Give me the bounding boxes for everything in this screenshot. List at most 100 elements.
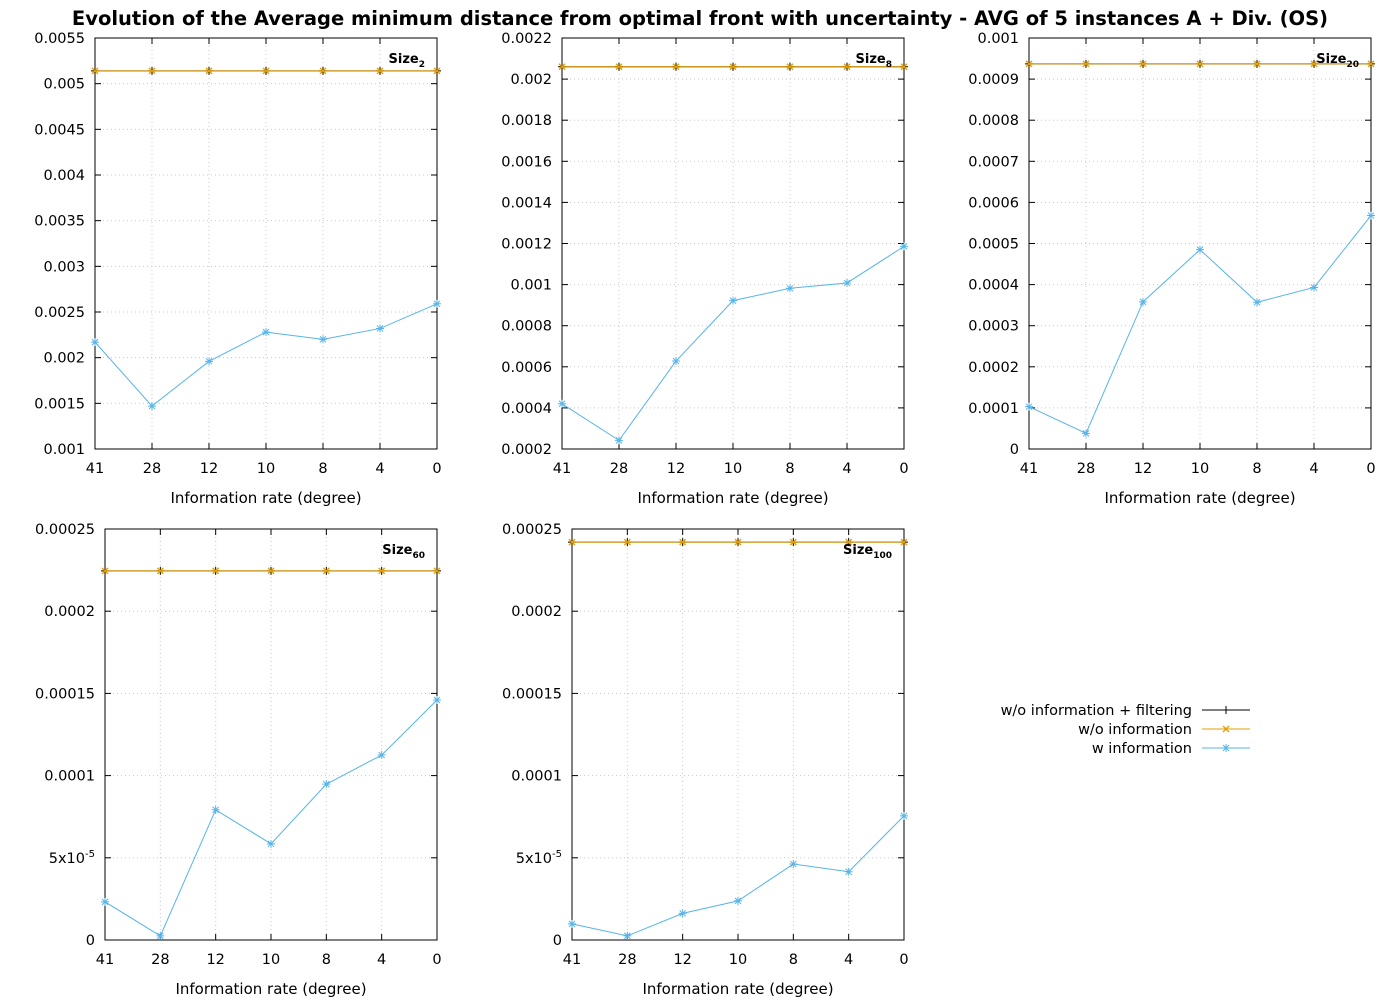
y-tick-label: 0.003 (43, 259, 85, 275)
data-point-wo-info (900, 538, 908, 546)
data-point-wo-info (378, 567, 386, 575)
plot-panel: 0 0.0001 0.0002 0.0003 0.0004 0.0005 0.0006 0.0… (968, 31, 1375, 507)
x-axis-label: Information rate (degree) (637, 489, 828, 507)
data-point-wo-info (91, 67, 99, 75)
y-tick-label: 0.0001 (511, 769, 562, 785)
y-tick-label: 0.0002 (44, 604, 95, 620)
y-tick-label: 0.001 (43, 442, 85, 458)
y-tick-label: 5x10-5 (516, 849, 562, 867)
x-tick-label: 12 (200, 461, 218, 477)
y-tick-label: 0.0006 (968, 195, 1019, 211)
y-tick-label: 5x10-5 (49, 849, 95, 867)
y-tick-label: 0.001 (510, 278, 552, 294)
x-tick-label: 4 (842, 461, 851, 477)
data-point-w-info (729, 296, 737, 305)
y-tick-label: 0.0002 (501, 442, 552, 458)
data-point-wo-info (212, 567, 220, 575)
x-axis-label: Information rate (degree) (642, 980, 833, 998)
legend: w/o information + filtering w/o informati… (1001, 703, 1250, 757)
y-tick-label: 0.0008 (501, 319, 552, 335)
data-point-wo-info (1025, 60, 1033, 68)
x-tick-label: 28 (618, 952, 636, 968)
data-point-w-info (322, 780, 331, 789)
x-tick-label: 8 (785, 461, 794, 477)
data-point-wo-info (156, 567, 164, 575)
legend-label-wo-info: w/o information (1078, 722, 1192, 738)
data-point-wo-info (1139, 60, 1147, 68)
data-point-wo-info (845, 538, 853, 546)
data-point-w-info (558, 399, 566, 408)
data-point-wo-info (615, 63, 623, 71)
data-point-w-info (1082, 429, 1090, 438)
x-tick-label: 8 (789, 952, 798, 968)
y-tick-label: 0.0004 (968, 278, 1019, 294)
data-point-wo-info (148, 67, 156, 75)
x-tick-label: 0 (899, 952, 908, 968)
data-point-w-info (1310, 283, 1318, 292)
y-tick-label: 0.00015 (35, 686, 95, 702)
y-tick-label: 0.0009 (968, 72, 1019, 88)
x-tick-label: 4 (1309, 461, 1318, 477)
x-tick-label: 12 (667, 461, 685, 477)
plot-frame (104, 528, 438, 941)
data-point-w-info (101, 897, 109, 906)
panel-size-label: Size100 (843, 543, 892, 561)
y-tick-label: 0.0022 (501, 31, 552, 47)
x-tick-label: 0 (432, 952, 441, 968)
plot-frame (561, 37, 905, 450)
data-point-wo-info (789, 538, 797, 546)
data-point-w-info (91, 338, 99, 347)
data-point-wo-info (558, 63, 566, 71)
y-tick-label: 0.0015 (34, 396, 85, 412)
data-point-wo-info (843, 63, 851, 71)
data-point-w-info (900, 811, 908, 820)
data-point-wo-info (433, 67, 441, 75)
x-tick-label: 10 (724, 461, 742, 477)
x-tick-label: 41 (96, 952, 114, 968)
data-point-wo-info (900, 63, 908, 71)
data-point-wo-info (679, 538, 687, 546)
x-tick-label: 10 (262, 952, 280, 968)
y-tick-label: 0.0004 (501, 401, 552, 417)
y-tick-label: 0.001 (977, 31, 1019, 47)
series-line-w-info (561, 245, 905, 442)
x-tick-label: 0 (432, 461, 441, 477)
data-point-w-info (156, 931, 165, 940)
x-tick-label: 28 (610, 461, 628, 477)
data-point-w-info (433, 299, 441, 308)
data-point-w-info (319, 335, 327, 344)
plot-panel: 0.001 0.0015 0.002 0.0025 0.003 0.0035 0.004 0.… (34, 31, 441, 507)
data-point-wo-info (1082, 60, 1090, 68)
y-tick-label: 0.002 (43, 351, 85, 367)
panel-size-label: Size60 (382, 543, 425, 561)
y-tick-label: 0.0005 (968, 237, 1019, 253)
data-point-w-info (734, 896, 742, 905)
data-point-w-info (678, 909, 687, 918)
data-point-w-info (205, 357, 213, 366)
x-axis-label: Information rate (degree) (170, 489, 361, 507)
y-tick-label: 0.0007 (968, 154, 1019, 170)
data-point-w-info (843, 278, 851, 287)
panel-size-label: Size2 (389, 52, 425, 70)
y-tick-label: 0 (86, 933, 95, 949)
data-point-w-info (568, 919, 576, 928)
y-tick-label: 0.0002 (968, 360, 1019, 376)
data-point-w-info (267, 839, 275, 848)
data-point-w-info (672, 357, 680, 366)
data-point-wo-info (568, 538, 576, 546)
y-tick-label: 0.0035 (34, 214, 85, 230)
legend-label-w-info: w information (1092, 741, 1192, 757)
x-tick-label: 12 (206, 952, 224, 968)
x-tick-label: 10 (257, 461, 275, 477)
x-tick-label: 0 (899, 461, 908, 477)
data-point-wo-info (319, 67, 327, 75)
legend-marker-wo-info-filtering (1222, 706, 1230, 714)
y-tick-label: 0.005 (43, 77, 85, 93)
x-axis-label: Information rate (degree) (1104, 489, 1295, 507)
data-point-w-info (789, 860, 798, 869)
data-point-wo-info (1367, 60, 1375, 68)
x-tick-label: 4 (375, 461, 384, 477)
panels-layer: 0.001 0.0015 0.002 0.0025 0.003 0.0035 0.004 0.… (34, 31, 1375, 998)
data-point-w-info (148, 402, 156, 411)
data-point-w-info (623, 931, 632, 940)
